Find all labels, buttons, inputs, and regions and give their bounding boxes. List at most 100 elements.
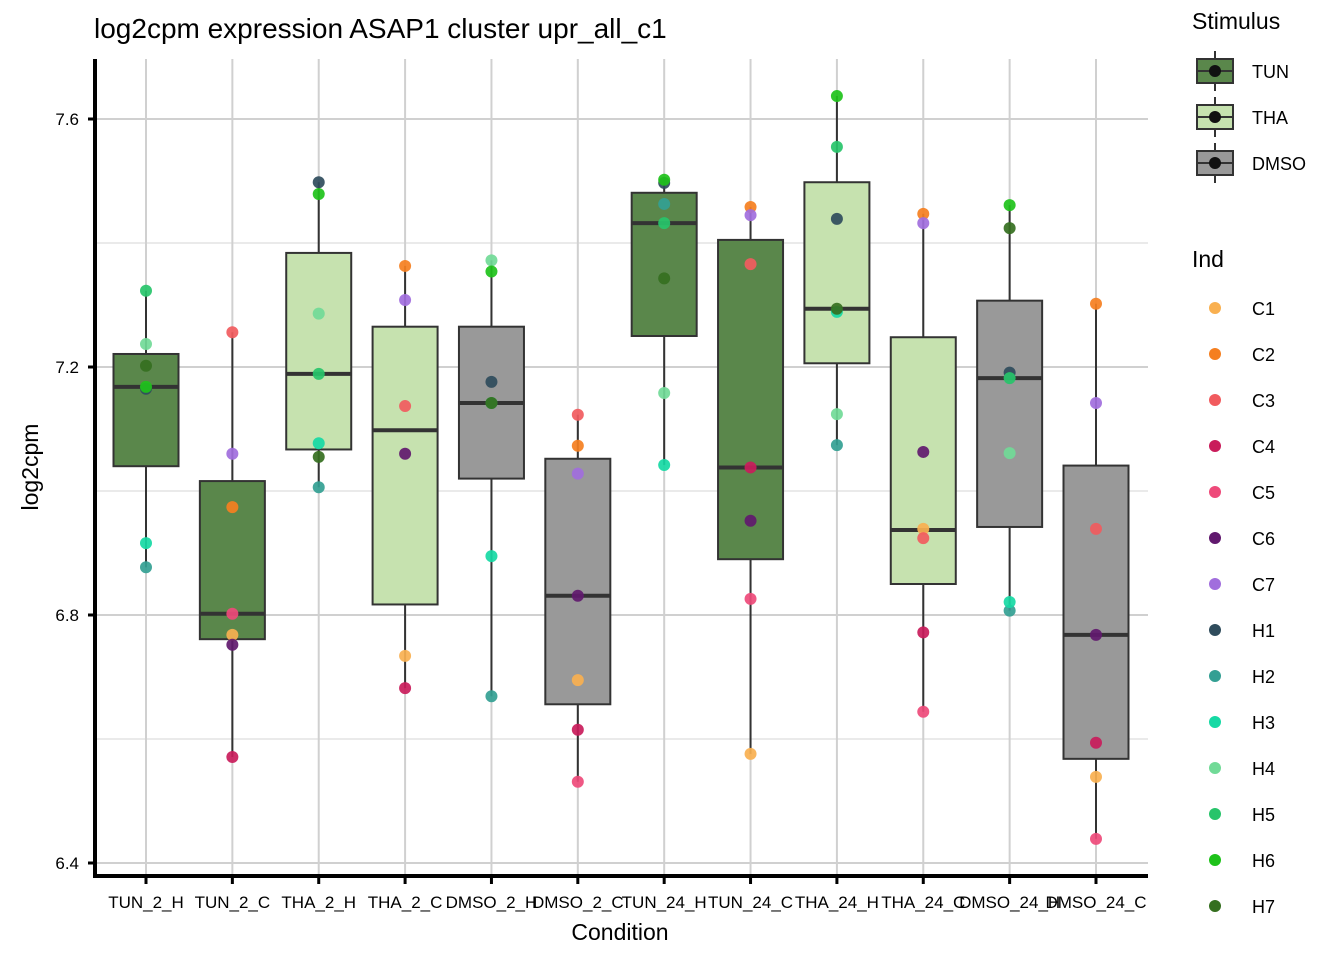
box-rect [630,191,698,337]
point-THA_2_H-H5 [312,367,325,380]
point-TUN_2_C-C2 [226,501,239,514]
point-DMSO_24_H-H3 [1003,595,1016,608]
stimulus-legend-item: THA [1196,97,1288,137]
point-DMSO_24_C-C5 [1090,832,1102,845]
box-TUN_2_H [112,290,180,568]
point-DMSO_24_C-C4 [1090,736,1102,749]
point-THA_24_H-H1 [830,212,843,225]
x-tick-label: THA_2_C [368,893,443,912]
y-tick-label: 6.8 [55,606,79,625]
point-TUN_24_C-C3 [744,258,757,271]
point-TUN_2_H-H4 [140,338,152,351]
point-DMSO_2_H-H7 [485,396,498,409]
point-DMSO_2_C-C1 [571,674,584,687]
x-tick-label: DMSO_24_H [959,893,1060,912]
ind-legend-label: C3 [1252,391,1275,411]
x-axis-title: Condition [571,919,668,945]
box-TUN_24_C [717,207,785,754]
box-DMSO_24_H [976,205,1044,611]
y-axis-title: log2cpm [17,424,43,511]
point-TUN_2_H-H7 [140,359,152,372]
stimulus-legend-title: Stimulus [1192,8,1280,34]
ind-legend-item: H1 [1209,621,1275,641]
ind-legend-item: H7 [1209,897,1275,917]
point-DMSO_2_C-C7 [571,467,584,480]
point-DMSO_24_H-H6 [1003,199,1016,212]
ind-legend-label: C1 [1252,299,1275,319]
point-DMSO_2_H-H3 [485,550,498,563]
x-tick-label: THA_2_H [281,893,356,912]
point-TUN_24_C-C4 [744,461,757,474]
point-THA_24_C-C1 [917,522,930,535]
legend-point [1209,900,1221,912]
x-tick-label: DMSO_2_H [446,893,538,912]
point-DMSO_2_H-H6 [485,265,498,278]
ind-legend-label: C2 [1252,345,1275,365]
boxes [112,96,1130,839]
point-THA_24_C-C3 [917,532,930,545]
stimulus-legend: Stimulus TUN THA DMSO [1192,8,1306,183]
point-THA_24_C-C4 [917,626,930,639]
ind-legend-label: H1 [1252,621,1275,641]
point-THA_2_H-H4 [312,307,325,320]
point-THA_2_H-H6 [312,188,325,201]
point-THA_24_H-H2 [830,439,843,452]
axes [93,59,1148,878]
ind-legend-item: H5 [1209,805,1275,825]
stimulus-legend-item: TUN [1196,51,1289,91]
point-DMSO_2_C-C4 [571,723,584,736]
legend-point [1209,532,1221,544]
x-tick-label: DMSO_2_C [532,893,624,912]
point-THA_24_C-C2 [917,207,930,220]
ind-legend-item: H2 [1209,667,1275,687]
point-DMSO_2_C-C5 [571,775,584,788]
box-TUN_24_H [630,179,698,465]
point-THA_2_C-C1 [399,649,412,662]
box-DMSO_24_C [1062,303,1130,839]
legend-point [1209,670,1221,682]
ind-legend-item: C3 [1209,391,1275,411]
point-TUN_24_H-H2 [658,197,671,210]
point-DMSO_2_H-H4 [485,254,498,267]
stimulus-legend-label: DMSO [1252,154,1306,174]
point-TUN_24_H-H3 [658,458,671,471]
y-tick-label: 6.4 [55,854,79,873]
stimulus-legend-label: TUN [1252,62,1289,82]
stimulus-legend-label: THA [1252,108,1288,128]
point-THA_24_H-H4 [830,408,843,421]
point-DMSO_2_C-C3 [571,408,584,421]
point-THA_2_C-C7 [399,294,412,307]
point-TUN_24_H-H7 [658,272,671,285]
ind-legend-item: H6 [1209,851,1275,871]
ind-legend-item: H3 [1209,713,1275,733]
point-DMSO_24_H-H7 [1003,222,1016,235]
point-DMSO_2_C-C6 [571,589,584,602]
point-DMSO_24_C-C3 [1090,522,1102,535]
point-DMSO_24_C-C1 [1090,770,1102,783]
point-DMSO_2_H-H2 [485,690,498,703]
stimulus-legend-item: DMSO [1196,143,1306,183]
box-rect [803,181,871,365]
y-tick-label: 7.2 [55,358,79,377]
ind-legend-item: C5 [1209,483,1275,503]
legend-point [1209,348,1221,360]
ind-legend-item: C1 [1209,299,1275,319]
point-THA_24_C-C5 [917,705,930,718]
point-THA_24_H-H7 [830,302,843,315]
point-TUN_24_C-C7 [744,209,757,222]
point-TUN_2_C-C4 [226,750,239,763]
point-THA_24_H-H5 [830,140,843,153]
box-rect [1062,464,1130,760]
ind-legend-label: H2 [1252,667,1275,687]
x-tick-label: TUN_24_C [708,893,793,912]
legend-point [1209,440,1221,452]
point-DMSO_2_H-H1 [485,375,498,388]
x-tick-label: THA_24_H [795,893,879,912]
point-THA_24_H-H6 [830,90,843,103]
box-rect [717,238,785,561]
ind-legend-item: C6 [1209,529,1275,549]
ind-legend: Ind C1 C2 C3 C4 C5 C6 C7 H1 H2 H3 H4 H5 H6 H7 [1192,246,1275,917]
box-rect [544,457,612,706]
x-tick-label: DMSO_24_C [1045,893,1146,912]
box-rect [371,325,439,606]
